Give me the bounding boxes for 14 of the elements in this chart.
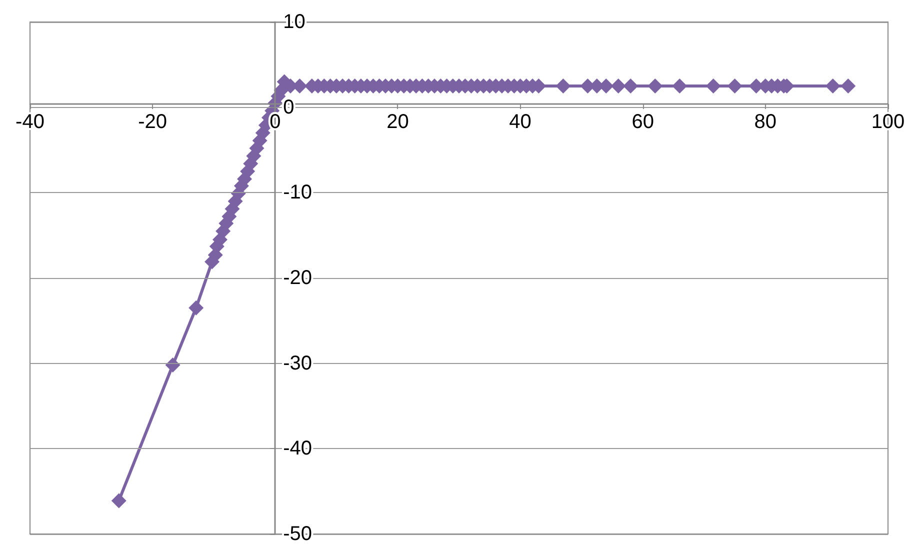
x-tick-label: -40 (16, 111, 44, 133)
y-tick-label: 0 (283, 96, 294, 118)
x-tick-label: 60 (632, 111, 654, 133)
y-tick-label: -40 (283, 438, 312, 460)
x-tick-label: 80 (754, 111, 777, 133)
y-tick-label: -30 (283, 352, 312, 374)
x-tick-label: 40 (509, 111, 532, 133)
y-tick-label: -10 (283, 182, 312, 204)
y-tick-label: 10 (283, 11, 306, 33)
x-tick-label: 100 (871, 111, 905, 133)
y-tick-label: -20 (283, 267, 312, 289)
y-tick-label: -50 (283, 523, 312, 545)
x-tick-label: -20 (138, 111, 168, 133)
x-tick-label: 20 (386, 111, 409, 133)
